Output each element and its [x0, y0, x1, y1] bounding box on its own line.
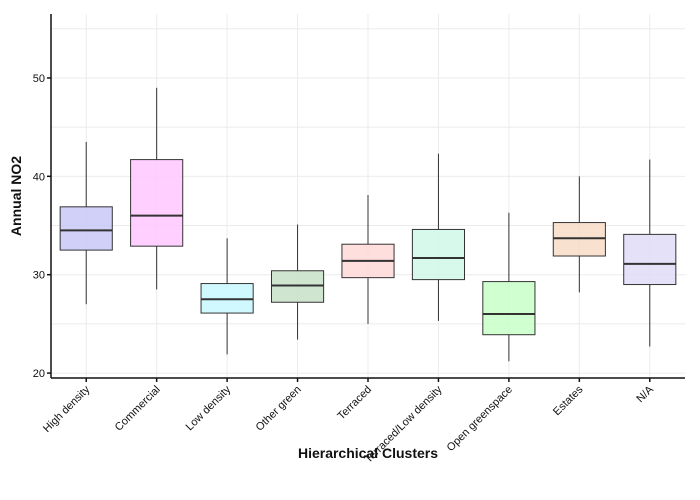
- x-tick-label: N/A: [634, 383, 656, 405]
- box-group: [623, 159, 677, 347]
- x-tick-label: High density: [41, 383, 93, 435]
- y-tick-label: 40: [33, 171, 45, 183]
- box-group: [552, 176, 606, 293]
- box-group: [59, 141, 113, 305]
- box-rect: [411, 228, 466, 281]
- x-tick-label: Open greenspace: [445, 384, 515, 454]
- x-tick-label: Estates: [551, 383, 586, 418]
- y-tick-label: 20: [33, 368, 45, 380]
- box-group: [411, 153, 466, 321]
- y-tick-label: 50: [33, 73, 45, 85]
- box-group: [270, 224, 325, 340]
- box-rect: [59, 206, 113, 251]
- x-tick-label: Terraced: [335, 384, 374, 423]
- box-layer: [59, 87, 677, 362]
- box-group: [341, 195, 395, 324]
- x-axis-title: Hierarchical Clusters: [298, 445, 438, 461]
- y-axis-title: Annual NO2: [8, 156, 24, 236]
- box-group: [200, 238, 254, 355]
- box-rect: [623, 233, 677, 286]
- x-tick-label: Commercial: [113, 384, 163, 434]
- y-tick-label: 30: [33, 270, 45, 282]
- box-rect: [482, 281, 536, 336]
- box-group: [130, 87, 184, 290]
- box-rect: [130, 159, 184, 247]
- x-tick-label: Other green: [254, 384, 304, 434]
- x-tick-label: Low density: [184, 383, 234, 433]
- box-group: [482, 212, 536, 362]
